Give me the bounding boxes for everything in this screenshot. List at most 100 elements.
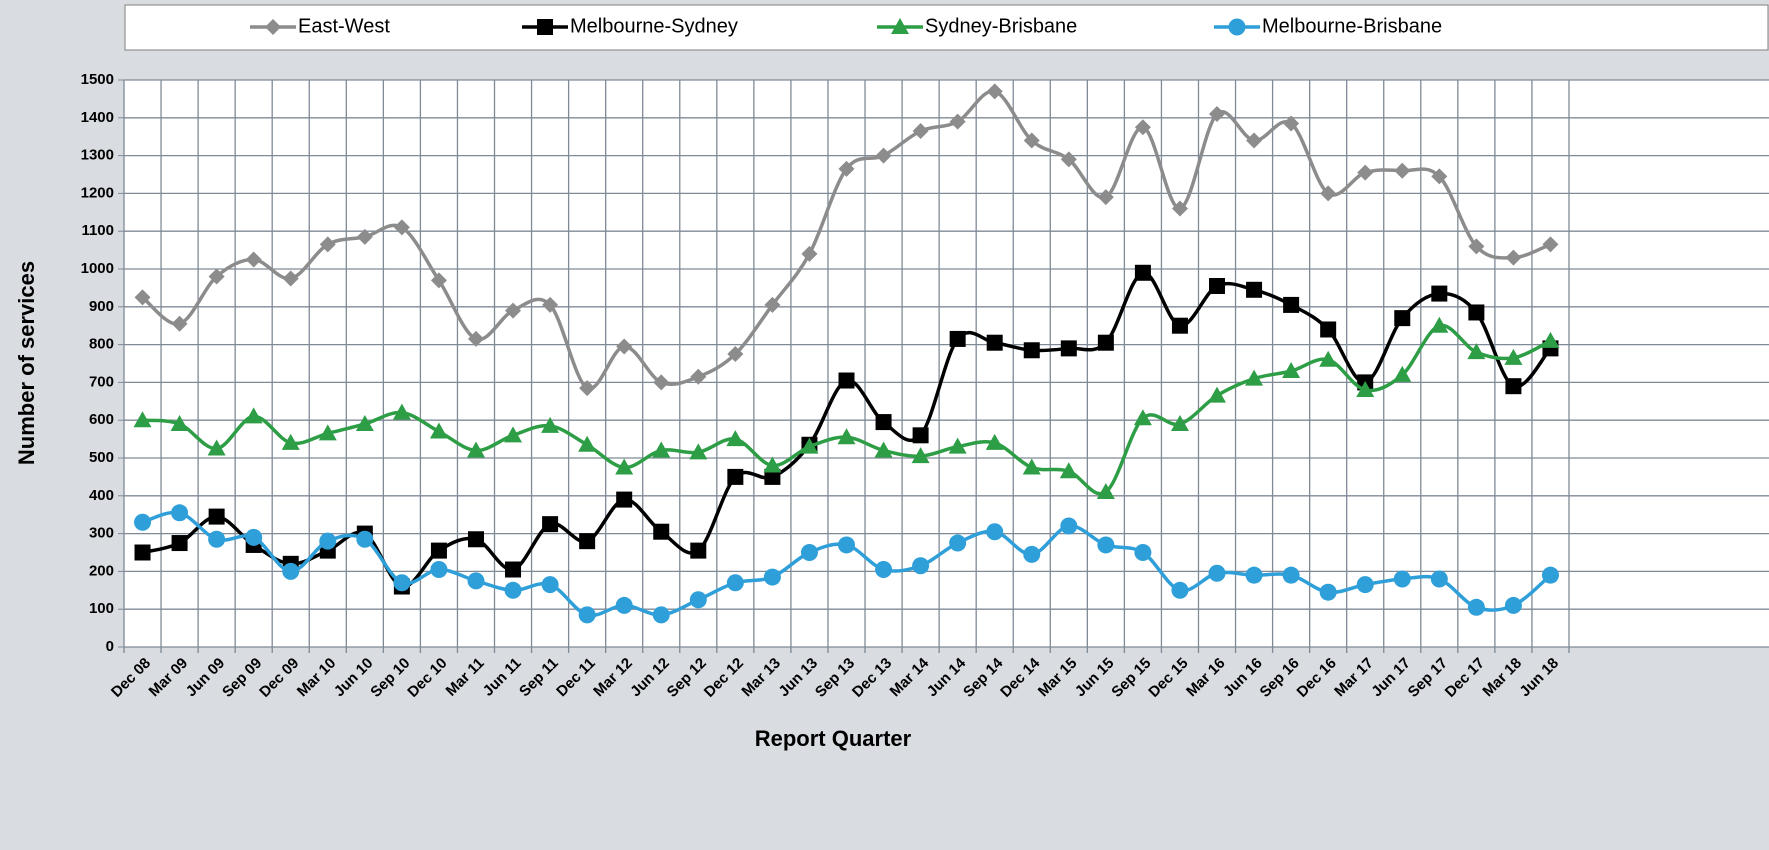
y-tick-label: 900 <box>89 298 114 315</box>
marker <box>537 19 553 35</box>
marker <box>874 441 893 458</box>
marker <box>764 468 781 485</box>
marker <box>1504 596 1522 614</box>
marker <box>578 435 597 452</box>
marker <box>541 416 560 433</box>
marker <box>616 338 633 355</box>
marker <box>355 414 374 431</box>
marker <box>579 380 596 397</box>
marker <box>986 523 1004 541</box>
marker <box>1023 132 1040 149</box>
marker <box>1245 369 1264 386</box>
marker <box>1060 517 1078 535</box>
marker <box>653 523 670 540</box>
y-tick-label: 200 <box>89 562 114 579</box>
marker <box>1468 238 1485 255</box>
marker <box>134 289 151 306</box>
marker <box>1171 317 1188 334</box>
marker <box>1246 281 1263 298</box>
y-tick-label: 1100 <box>81 222 114 239</box>
marker <box>875 414 892 431</box>
marker <box>875 561 893 579</box>
y-tick-label: 800 <box>89 336 114 353</box>
marker <box>133 411 152 428</box>
marker <box>1209 278 1226 295</box>
marker <box>393 219 410 236</box>
marker <box>504 426 523 443</box>
marker <box>949 534 967 552</box>
marker <box>1023 342 1040 359</box>
marker <box>1171 581 1189 599</box>
marker <box>912 427 929 444</box>
marker <box>1320 185 1337 202</box>
marker <box>505 561 522 578</box>
marker <box>1541 331 1560 348</box>
marker <box>1356 576 1374 594</box>
marker <box>1097 189 1114 206</box>
marker <box>392 403 411 420</box>
marker <box>726 430 745 447</box>
marker <box>466 441 485 458</box>
marker <box>1134 119 1151 136</box>
marker <box>912 123 929 140</box>
y-tick-label: 100 <box>89 600 114 617</box>
marker <box>763 568 781 586</box>
marker <box>1319 350 1338 367</box>
marker <box>986 83 1003 100</box>
marker <box>652 441 671 458</box>
marker <box>542 296 559 313</box>
marker <box>1060 151 1077 168</box>
marker <box>837 428 856 445</box>
marker <box>1320 321 1337 338</box>
y-tick-label: 300 <box>89 525 114 542</box>
marker <box>801 245 818 262</box>
marker <box>1394 310 1411 327</box>
marker <box>838 536 855 554</box>
marker <box>1096 483 1115 500</box>
marker <box>134 544 151 561</box>
marker <box>1246 132 1263 149</box>
marker <box>393 574 411 592</box>
marker <box>1097 334 1114 351</box>
marker <box>986 334 1003 351</box>
marker <box>134 513 152 531</box>
marker <box>1431 285 1448 302</box>
marker <box>615 596 633 614</box>
marker <box>838 372 855 389</box>
marker <box>1430 570 1448 588</box>
legend-label: Melbourne-Sydney <box>570 15 738 37</box>
marker <box>356 228 373 245</box>
marker <box>1097 536 1115 554</box>
marker <box>1134 544 1152 561</box>
y-tick-label: 600 <box>89 411 114 428</box>
marker <box>1170 414 1189 431</box>
marker <box>282 562 300 580</box>
marker <box>504 581 522 599</box>
marker <box>1468 304 1485 321</box>
marker <box>1282 566 1300 584</box>
y-tick-label: 1200 <box>81 184 114 201</box>
marker <box>1023 545 1041 563</box>
marker <box>1430 316 1449 333</box>
marker <box>208 268 225 285</box>
marker <box>579 533 596 550</box>
marker <box>430 561 448 579</box>
legend-label: Melbourne-Brisbane <box>1262 15 1442 37</box>
marker <box>690 368 707 385</box>
marker <box>1542 236 1559 253</box>
marker <box>689 591 707 609</box>
marker <box>1319 583 1337 601</box>
marker <box>430 542 447 559</box>
marker <box>727 468 744 485</box>
marker <box>800 437 819 454</box>
marker <box>690 542 707 559</box>
marker <box>1283 115 1300 132</box>
marker <box>319 532 337 550</box>
marker <box>1283 296 1300 313</box>
marker <box>1245 566 1263 584</box>
y-tick-label: 1300 <box>81 147 114 164</box>
legend-label: Sydney-Brisbane <box>925 15 1077 37</box>
y-tick-label: 1500 <box>81 71 114 88</box>
